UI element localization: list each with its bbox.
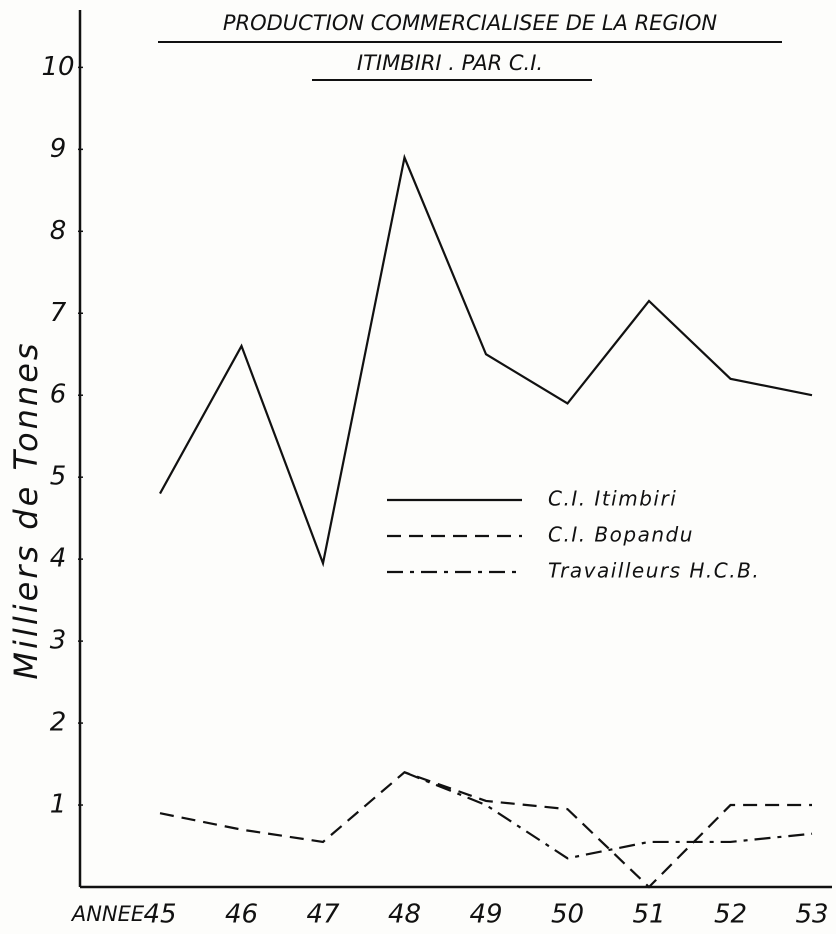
y-tick-label: 5 [50, 462, 67, 492]
x-tick-label: 53 [795, 900, 828, 930]
legend-label: C.I. Bopandu [548, 523, 694, 547]
x-tick-label: 48 [388, 900, 421, 930]
y-tick-label: 2 [50, 708, 67, 738]
y-tick-label: 3 [50, 626, 67, 656]
x-axis-label: ANNEE [70, 902, 145, 926]
chart-title: PRODUCTION COMMERCIALISEE DE LA REGION [223, 11, 718, 35]
x-tick-label: 47 [306, 900, 340, 930]
x-tick-label: 52 [714, 900, 747, 930]
y-tick-label: 6 [50, 380, 67, 410]
y-axis-label: Milliers de Tonnes [7, 340, 45, 679]
y-tick-label: 9 [50, 134, 67, 164]
x-tick-label: 50 [551, 900, 584, 930]
y-tick-label: 10 [41, 52, 74, 82]
x-tick-label: 46 [225, 900, 258, 930]
y-tick-label: 4 [50, 544, 67, 574]
x-tick-label: 49 [469, 900, 502, 930]
y-tick-label: 1 [50, 790, 67, 820]
legend-label: Travailleurs H.C.B. [548, 559, 760, 583]
y-tick-label: 8 [50, 216, 67, 246]
series-line [159, 771, 812, 889]
series-line [404, 771, 813, 860]
series-line [159, 153, 813, 568]
x-tick-label: 45 [143, 900, 176, 930]
legend-label: C.I. Itimbiri [548, 487, 677, 511]
y-tick-label: 7 [50, 298, 67, 328]
chart-subtitle: ITIMBIRI . PAR C.I. [357, 51, 543, 75]
x-tick-label: 51 [632, 900, 665, 930]
